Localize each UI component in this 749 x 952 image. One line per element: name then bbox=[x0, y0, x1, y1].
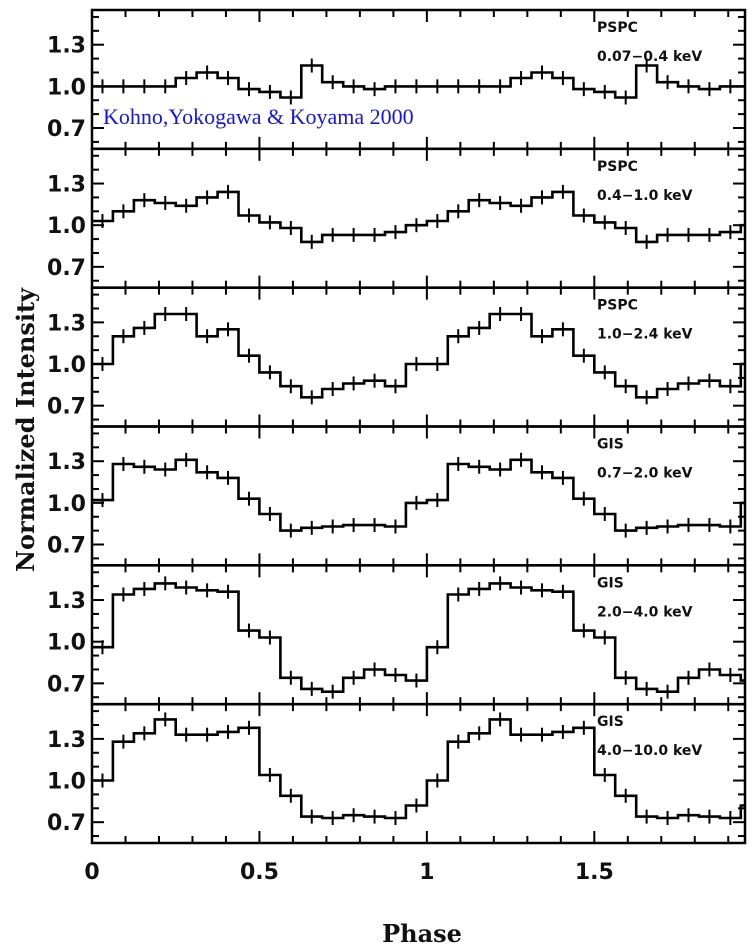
panel-instrument-label: GIS bbox=[597, 437, 624, 453]
light-curve-1 bbox=[92, 58, 745, 105]
y-axis-title: Normalized Intensity bbox=[11, 287, 40, 572]
panel-frame bbox=[90, 425, 747, 567]
panel-band-label: 0.7−2.0 keV bbox=[597, 466, 693, 482]
y-tick-label: 1.0 bbox=[47, 75, 86, 100]
panel-band-label: 2.0−4.0 keV bbox=[597, 604, 693, 620]
credit-annotation: Kohno,Yokogawa & Koyama 2000 bbox=[103, 104, 414, 129]
y-tick-label: 0.7 bbox=[47, 672, 86, 697]
y-tick-label: 0.7 bbox=[47, 256, 86, 281]
panel-band-label: 1.0−2.4 keV bbox=[597, 327, 693, 343]
x-axis-title: Phase bbox=[382, 919, 462, 948]
y-tick-label: 0.7 bbox=[47, 534, 86, 559]
y-tick-label: 0.7 bbox=[47, 811, 86, 836]
y-tick-label: 1.3 bbox=[47, 589, 86, 614]
panel-instrument-label: GIS bbox=[597, 714, 624, 730]
panel-instrument-label: GIS bbox=[597, 575, 624, 591]
panel-band-label: 0.07−0.4 keV bbox=[597, 49, 702, 65]
x-tick-label: 1.5 bbox=[575, 860, 614, 885]
light-curve-line bbox=[92, 312, 745, 399]
light-curve-line bbox=[92, 582, 745, 693]
y-tick-label: 0.7 bbox=[47, 395, 86, 420]
panels-group: 1.3 1.0 0.7 PSPC 0.07−0.4 keV 1.3 1.0 0.7 PSPC 0.… bbox=[47, 8, 747, 845]
panel-band-label: 4.0−10.0 keV bbox=[597, 743, 702, 759]
y-tick-label: 1.3 bbox=[47, 450, 86, 475]
panel-instrument-label: PSPC bbox=[597, 159, 638, 175]
light-curve-3 bbox=[92, 307, 745, 405]
x-tick-label: 0.5 bbox=[240, 860, 279, 885]
y-tick-label: 1.0 bbox=[47, 492, 86, 517]
light-curve-6 bbox=[92, 712, 745, 826]
light-curve-line bbox=[92, 458, 745, 532]
panel-band-label: 0.4−1.0 keV bbox=[597, 188, 693, 204]
y-tick-label: 1.0 bbox=[47, 214, 86, 239]
x-tick-label: 1 bbox=[419, 860, 434, 885]
light-curve-line bbox=[92, 190, 745, 244]
y-tick-label: 1.3 bbox=[47, 173, 86, 198]
y-tick-label: 1.3 bbox=[47, 34, 86, 59]
y-tick-label: 1.3 bbox=[47, 311, 86, 336]
light-curve-line bbox=[92, 64, 745, 99]
x-tick-labels: 0 0.5 1 1.5 bbox=[84, 860, 613, 885]
y-tick-label: 1.3 bbox=[47, 728, 86, 753]
y-tick-label: 1.0 bbox=[47, 631, 86, 656]
panel-frame bbox=[90, 702, 747, 845]
y-tick-label: 1.0 bbox=[47, 770, 86, 795]
panel-3: 1.3 1.0 0.7 PSPC 1.0−2.4 keV bbox=[47, 286, 747, 428]
x-tick-label: 0 bbox=[84, 860, 99, 885]
light-curve-line bbox=[92, 718, 745, 820]
panel-frame bbox=[90, 147, 747, 289]
light-curve-5 bbox=[92, 576, 745, 699]
panel-instrument-label: PSPC bbox=[597, 298, 638, 314]
light-curve-2 bbox=[92, 184, 745, 249]
panel-instrument-label: PSPC bbox=[597, 20, 638, 36]
light-curve-4 bbox=[92, 452, 745, 538]
panel-frame bbox=[90, 286, 747, 428]
panel-2: 1.3 1.0 0.7 PSPC 0.4−1.0 keV bbox=[47, 147, 747, 289]
panel-6: 1.3 1.0 0.7 GIS 4.0−10.0 keV bbox=[47, 702, 747, 845]
panel-4: 1.3 1.0 0.7 GIS 0.7−2.0 keV bbox=[47, 425, 747, 567]
panel-5: 1.3 1.0 0.7 GIS 2.0−4.0 keV bbox=[47, 564, 747, 706]
y-tick-label: 0.7 bbox=[47, 117, 86, 142]
y-tick-label: 1.0 bbox=[47, 353, 86, 378]
